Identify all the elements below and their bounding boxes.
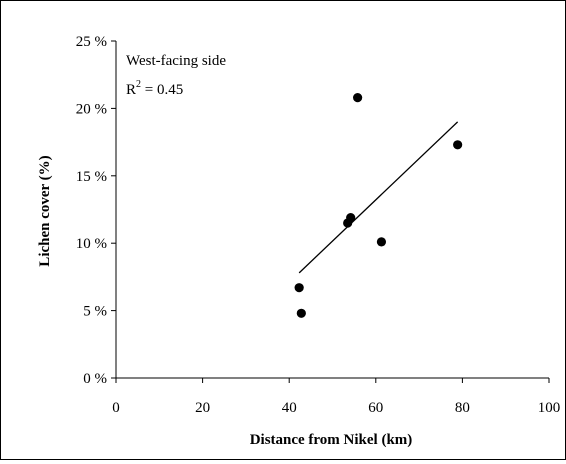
data-point <box>376 237 387 247</box>
x-tick-label: 40 <box>282 400 297 416</box>
y-tick-label: 0 % <box>83 371 107 387</box>
data-points <box>294 93 463 318</box>
annotation-label: West-facing side <box>126 53 226 69</box>
r2-value: = 0.45 <box>141 82 183 98</box>
data-point <box>346 212 356 223</box>
x-axis-title: Distance from Nikel (km) <box>250 432 413 448</box>
y-tick-label: 5 % <box>83 304 107 320</box>
x-tick-label: 0 <box>112 400 120 416</box>
x-tick-label: 60 <box>368 400 383 416</box>
annotation-r2: R2 = 0.45 <box>126 79 183 98</box>
y-tick-label: 20 % <box>76 101 107 117</box>
r2-prefix: R <box>126 82 136 98</box>
axes <box>115 41 549 379</box>
y-axis-title: Lichen cover (%) <box>37 155 53 266</box>
y-tick-label: 25 % <box>76 34 107 50</box>
trendline <box>298 121 459 274</box>
data-point <box>453 140 463 150</box>
x-ticks: 0 20 40 60 80 100 <box>112 378 560 416</box>
y-tick-label: 10 % <box>76 236 107 252</box>
y-tick-label: 15 % <box>76 169 107 185</box>
x-tick-label: 100 <box>538 400 561 416</box>
r2-superscript: 2 <box>136 79 141 90</box>
x-tick-label: 80 <box>455 400 470 416</box>
y-ticks: 0 % 5 % 10 % 15 % 20 % 25 % <box>76 34 116 387</box>
data-point <box>296 308 306 318</box>
x-tick-label: 20 <box>195 400 210 416</box>
data-point <box>353 93 363 103</box>
data-point <box>294 283 304 293</box>
